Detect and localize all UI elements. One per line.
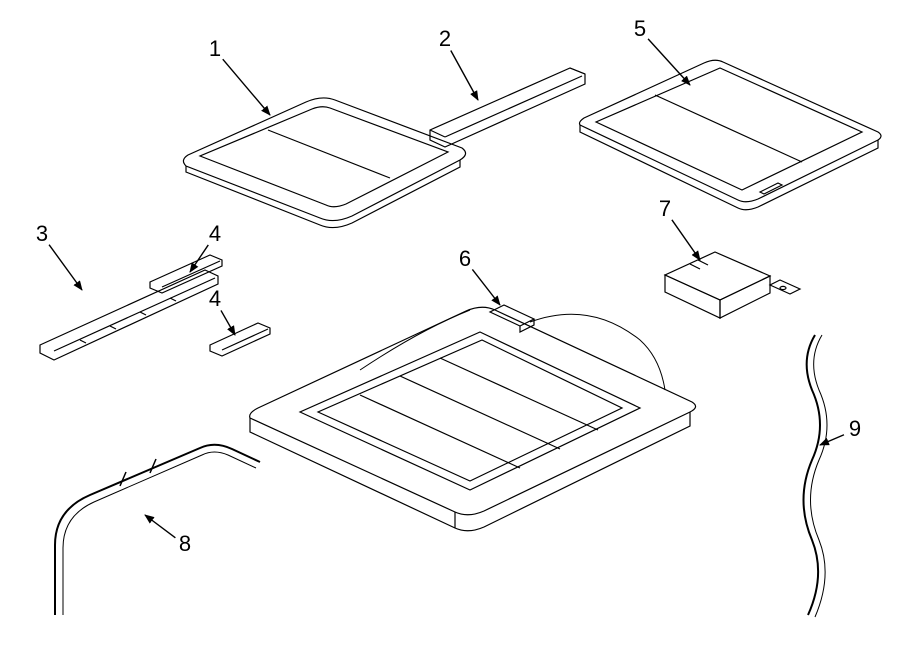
callout-arrow [221, 310, 235, 335]
callout-label: 4 [209, 221, 221, 246]
callout-label: 2 [439, 26, 451, 51]
callout-arrow [451, 51, 478, 100]
callout-2: 2 [439, 26, 478, 100]
part-drain-hose-rear [804, 335, 828, 617]
part-drain-hose-front [55, 445, 260, 615]
parts-diagram: 1 2 3 4 4 5 6 7 8 9 [0, 0, 900, 661]
part-sunshade-panel [580, 60, 882, 210]
part-wind-deflector [430, 68, 585, 147]
part-sunroof-frame-assembly [250, 305, 696, 531]
callout-arrow [223, 59, 270, 115]
callout-label: 7 [659, 196, 671, 221]
callout-4a: 4 [190, 221, 221, 272]
callout-arrow [820, 435, 844, 445]
callout-arrow [472, 269, 500, 305]
callout-3: 3 [36, 221, 82, 290]
callout-7: 7 [659, 196, 700, 260]
callout-arrow [672, 220, 700, 260]
callout-9: 9 [820, 416, 861, 445]
callout-arrow [648, 39, 690, 85]
callout-5: 5 [634, 16, 690, 85]
callouts-layer: 1 2 3 4 4 5 6 7 8 9 [36, 16, 861, 556]
callout-6: 6 [459, 246, 500, 305]
callout-8: 8 [145, 515, 191, 556]
callout-4b: 4 [209, 286, 235, 335]
callout-label: 5 [634, 16, 646, 41]
callout-label: 4 [209, 286, 221, 311]
part-sunroof-motor [665, 252, 800, 318]
callout-arrow [145, 515, 175, 538]
callout-1: 1 [209, 36, 270, 115]
callout-label: 8 [179, 531, 191, 556]
callout-label: 1 [209, 36, 221, 61]
part-sunroof-glass-seal [183, 98, 465, 228]
callout-label: 3 [36, 221, 48, 246]
part-side-trim-rail [40, 270, 218, 360]
callout-label: 6 [459, 246, 471, 271]
part-guide-rail-lower [210, 323, 270, 356]
callout-label: 9 [849, 416, 861, 441]
callout-arrow [49, 245, 82, 290]
